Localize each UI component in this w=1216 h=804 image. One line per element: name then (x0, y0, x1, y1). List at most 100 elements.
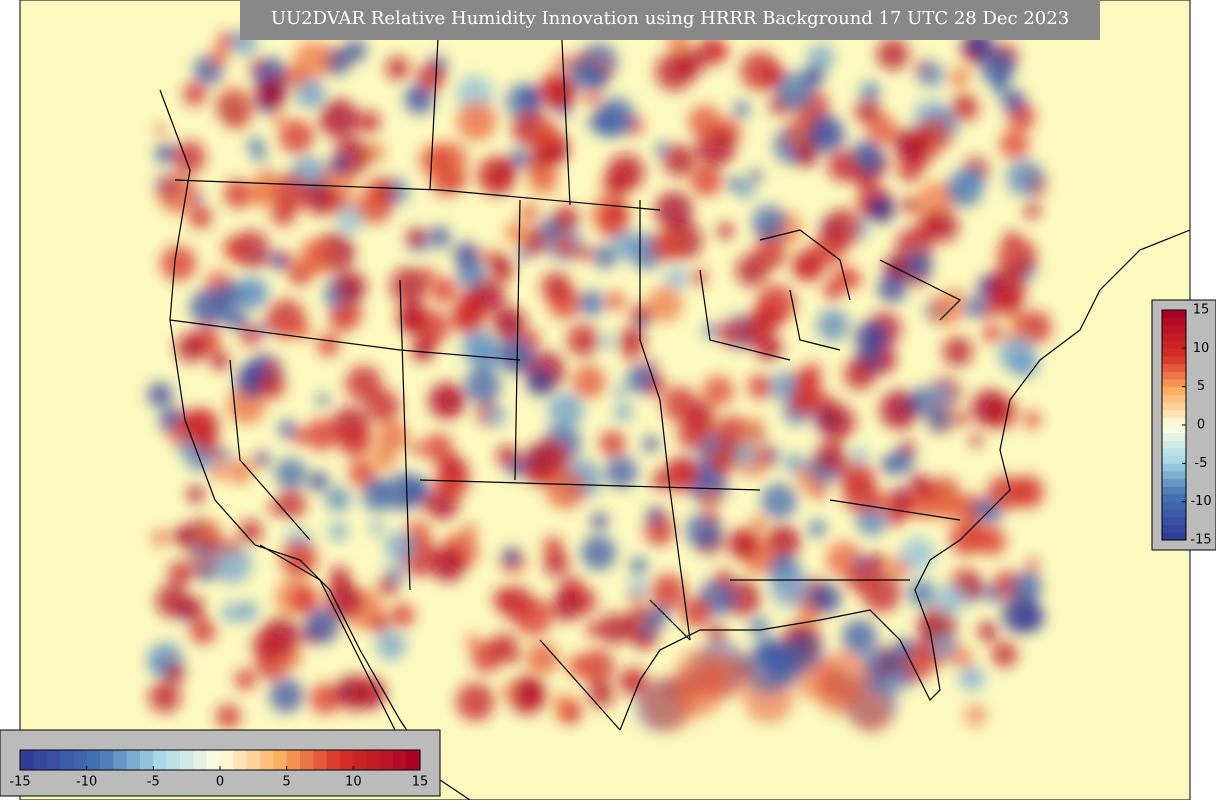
field-blob (186, 485, 205, 504)
colorbar-segment (153, 750, 168, 770)
field-blob (747, 416, 762, 431)
colorbar-segment (1162, 509, 1186, 518)
field-blob (568, 58, 601, 91)
field-blob (581, 535, 616, 571)
field-blob (593, 245, 617, 269)
field-blob (222, 236, 247, 261)
colorbar-segment (166, 750, 181, 770)
field-blob (443, 454, 458, 469)
colorbar-segment (1162, 348, 1186, 357)
field-blob (649, 604, 670, 626)
field-blob (625, 349, 638, 362)
colorbar-segment (1162, 409, 1186, 418)
field-blob (338, 424, 373, 458)
field-blob (907, 579, 936, 608)
field-blob (420, 496, 436, 512)
colorbar-segment (140, 750, 154, 770)
field-blob (303, 254, 325, 276)
field-blob (464, 367, 501, 404)
field-blob (560, 243, 575, 258)
colorbar-segment (1162, 532, 1186, 541)
field-blob (464, 523, 477, 537)
field-blob (578, 649, 615, 685)
field-blob (339, 302, 363, 326)
field-blob (756, 284, 796, 324)
field-blob (294, 41, 332, 79)
field-blob (495, 261, 514, 280)
field-blob (385, 56, 410, 81)
horizontal-colorbar: -15 -10 -5 0 5 10 15 (9, 749, 428, 790)
field-blob (715, 569, 734, 589)
field-blob (303, 182, 337, 216)
field-blob (196, 564, 214, 582)
field-blob (977, 621, 998, 642)
colorbar-segment (1162, 325, 1186, 334)
field-blob (929, 383, 954, 408)
field-blob (619, 667, 649, 696)
field-blob (704, 511, 719, 525)
tick-label: 10 (1193, 341, 1210, 356)
field-blob (917, 181, 955, 219)
field-blob (348, 459, 376, 487)
field-blob (409, 441, 423, 455)
field-blob (537, 121, 560, 145)
field-blob (645, 507, 663, 525)
field-blob (953, 411, 969, 427)
field-blob (690, 416, 708, 433)
field-blob (808, 519, 827, 538)
field-blob (548, 392, 584, 429)
field-blob (520, 203, 539, 222)
field-blob (215, 86, 254, 125)
field-blob (272, 112, 286, 127)
field-blob (841, 619, 877, 655)
colorbar-segment (180, 750, 194, 770)
field-blob (770, 656, 794, 680)
colorbar-segment (1162, 440, 1186, 449)
field-blob (276, 489, 307, 519)
field-blob (234, 668, 257, 691)
field-blob (476, 155, 517, 195)
field-blob (749, 616, 769, 637)
field-blob (335, 674, 373, 712)
field-blob (182, 82, 207, 106)
field-blob (813, 487, 826, 500)
tick-label: 0 (1197, 418, 1205, 433)
field-blob (514, 597, 553, 636)
field-blob (154, 123, 168, 136)
colorbar-segment (353, 750, 368, 770)
field-blob (1001, 89, 1026, 113)
field-blob (1026, 558, 1040, 572)
field-blob (390, 603, 415, 628)
field-blob (163, 661, 185, 683)
field-blob (626, 365, 655, 394)
field-blob (419, 144, 453, 177)
field-blob (505, 220, 529, 245)
field-blob (357, 110, 381, 134)
field-blob (541, 271, 572, 302)
field-blob (456, 682, 495, 721)
field-blob (809, 582, 842, 615)
field-blob (209, 47, 229, 67)
field-blob (819, 404, 856, 441)
field-blob (430, 277, 458, 304)
field-blob (900, 537, 936, 572)
field-blob (319, 98, 359, 139)
field-blob (717, 321, 741, 345)
colorbar-segment (300, 750, 314, 770)
field-blob (466, 634, 481, 649)
field-blob (985, 586, 1002, 603)
field-blob (942, 336, 973, 367)
field-blob (251, 629, 284, 662)
field-blob (629, 557, 648, 575)
field-blob (334, 270, 367, 303)
field-blob (673, 666, 724, 717)
field-blob (740, 51, 780, 91)
colorbar-segment (20, 750, 34, 770)
field-blob (927, 408, 952, 433)
colorbar-segment (193, 750, 208, 770)
field-blob (605, 455, 638, 489)
field-blob (654, 191, 693, 230)
field-blob (673, 458, 700, 485)
field-blob (402, 476, 430, 504)
field-blob (606, 291, 625, 311)
